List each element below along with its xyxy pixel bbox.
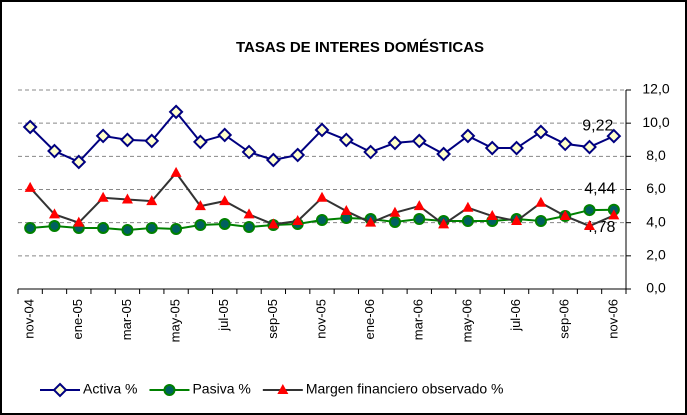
point bbox=[194, 200, 206, 211]
point bbox=[97, 191, 109, 202]
point bbox=[559, 210, 571, 221]
point bbox=[387, 135, 403, 151]
point bbox=[71, 154, 87, 170]
point bbox=[365, 216, 377, 227]
point bbox=[316, 191, 328, 202]
point bbox=[218, 217, 231, 230]
point bbox=[219, 195, 231, 206]
x-tick-label: ene-06 bbox=[362, 299, 377, 339]
point bbox=[241, 144, 257, 160]
point bbox=[24, 221, 37, 234]
legend-label: Activa % bbox=[83, 381, 137, 397]
point bbox=[243, 208, 255, 219]
point bbox=[535, 196, 547, 207]
point bbox=[48, 219, 61, 232]
point bbox=[316, 214, 328, 227]
point bbox=[24, 181, 36, 192]
point bbox=[194, 218, 207, 231]
y-tick-label: 4,0 bbox=[646, 213, 666, 229]
point bbox=[462, 201, 474, 212]
point bbox=[170, 166, 182, 177]
y-tick-label: 12,0 bbox=[642, 81, 669, 97]
x-tick-label: may-05 bbox=[168, 299, 183, 342]
legend-label: Margen financiero observado % bbox=[306, 381, 504, 397]
point bbox=[146, 195, 158, 206]
point bbox=[48, 208, 60, 219]
point bbox=[340, 205, 352, 216]
point bbox=[606, 128, 622, 144]
point bbox=[413, 200, 425, 211]
point bbox=[413, 213, 426, 226]
x-tick-label: sep-05 bbox=[265, 299, 280, 339]
point bbox=[121, 193, 133, 204]
point bbox=[509, 140, 524, 156]
point bbox=[145, 221, 158, 234]
point bbox=[47, 143, 62, 159]
legend-label: Pasiva % bbox=[192, 381, 250, 397]
point bbox=[314, 122, 330, 138]
point bbox=[484, 140, 500, 156]
legend-marker bbox=[52, 382, 68, 398]
x-tick-label: mar-06 bbox=[411, 299, 426, 340]
point bbox=[22, 119, 38, 135]
x-tick-label: nov-04 bbox=[22, 299, 37, 339]
point bbox=[73, 216, 85, 227]
x-tick-label: nov-06 bbox=[605, 299, 620, 339]
y-tick-label: 10,0 bbox=[642, 114, 669, 130]
point bbox=[436, 146, 452, 162]
point bbox=[267, 218, 279, 229]
point bbox=[533, 124, 549, 140]
point bbox=[363, 144, 379, 160]
point bbox=[97, 221, 110, 234]
point bbox=[583, 204, 596, 217]
point bbox=[389, 206, 401, 217]
point bbox=[557, 136, 573, 152]
x-tick-label: ene-05 bbox=[70, 299, 85, 339]
x-tick-label: nov-05 bbox=[313, 299, 328, 339]
x-tick-label: sep-06 bbox=[557, 299, 572, 339]
x-tick-label: may-06 bbox=[459, 299, 474, 342]
point bbox=[121, 223, 134, 236]
point bbox=[95, 128, 111, 144]
point bbox=[584, 219, 596, 230]
y-tick-label: 8,0 bbox=[646, 147, 666, 163]
point bbox=[338, 132, 354, 148]
x-tick-label: mar-05 bbox=[119, 299, 134, 340]
point bbox=[608, 209, 620, 220]
point bbox=[461, 215, 474, 228]
point bbox=[292, 215, 304, 226]
y-tick-label: 6,0 bbox=[646, 180, 666, 196]
point bbox=[170, 222, 183, 235]
point bbox=[144, 133, 160, 149]
point bbox=[217, 127, 233, 143]
y-tick-label: 2,0 bbox=[646, 247, 666, 263]
point bbox=[243, 220, 256, 233]
legend-marker bbox=[277, 384, 289, 394]
legend-marker bbox=[163, 384, 176, 396]
point bbox=[582, 139, 597, 155]
point bbox=[265, 152, 281, 168]
point bbox=[486, 210, 498, 221]
point bbox=[388, 216, 401, 229]
chart-title: TASAS DE INTERES DOMÉSTICAS bbox=[236, 39, 484, 56]
point bbox=[192, 134, 208, 150]
value-label: 9,22 bbox=[582, 117, 613, 134]
point bbox=[438, 218, 450, 229]
value-label: 4,78 bbox=[584, 219, 615, 236]
point bbox=[120, 132, 135, 148]
point bbox=[411, 133, 427, 149]
y-tick-label: 0,0 bbox=[646, 280, 666, 296]
value-label: 4,44 bbox=[584, 181, 615, 198]
x-tick-label: jul-05 bbox=[216, 299, 231, 332]
point bbox=[290, 147, 306, 163]
point bbox=[511, 215, 523, 226]
point bbox=[168, 104, 184, 120]
point bbox=[460, 128, 476, 144]
x-tick-label: jul-06 bbox=[508, 299, 523, 332]
point bbox=[534, 215, 547, 228]
